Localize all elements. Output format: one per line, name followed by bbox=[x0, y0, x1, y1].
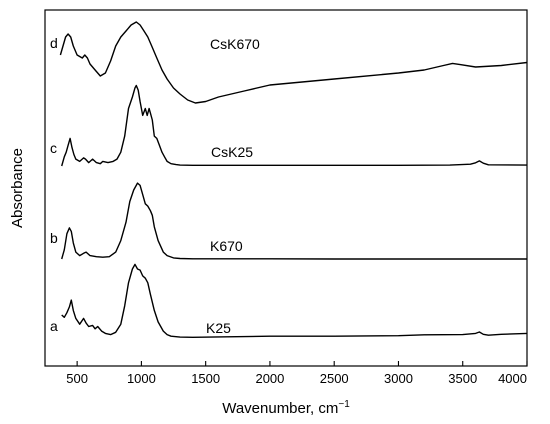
x-tick-label: 1500 bbox=[191, 371, 220, 386]
spectrum-csk25 bbox=[61, 84, 528, 167]
x-tick-label: 2000 bbox=[255, 371, 284, 386]
series-letter-a: a bbox=[50, 318, 58, 334]
spectra-curves bbox=[59, 21, 528, 338]
series-letter-d: d bbox=[50, 35, 58, 51]
plot-frame bbox=[44, 9, 528, 367]
series-label-csk670: CsK670 bbox=[210, 36, 260, 52]
series-letter-c: c bbox=[50, 140, 57, 156]
spectrum-k670 bbox=[61, 182, 527, 260]
x-axis-ticks: 500 1000 1500 2000 2500 3000 3500 4000 bbox=[66, 361, 528, 386]
y-axis-title: Absorbance bbox=[9, 148, 26, 228]
series-label-k25: K25 bbox=[206, 320, 231, 336]
x-tick-label: 3500 bbox=[448, 371, 477, 386]
series-label-csk25: CsK25 bbox=[211, 144, 253, 160]
series-labels: K25 a K670 b CsK25 c CsK670 d bbox=[50, 35, 260, 336]
x-tick-label: 2500 bbox=[320, 371, 349, 386]
x-tick-label: 1000 bbox=[127, 371, 156, 386]
series-label-k670: K670 bbox=[210, 238, 243, 254]
spectrum-csk670 bbox=[59, 21, 528, 104]
x-tick-label: 4000 bbox=[498, 371, 527, 386]
x-tick-label: 500 bbox=[66, 371, 88, 386]
series-letter-b: b bbox=[50, 230, 58, 246]
spectrum-k25 bbox=[61, 263, 528, 338]
x-tick-label: 3000 bbox=[384, 371, 413, 386]
x-axis-title: Wavenumber, cm−1 bbox=[222, 399, 350, 417]
